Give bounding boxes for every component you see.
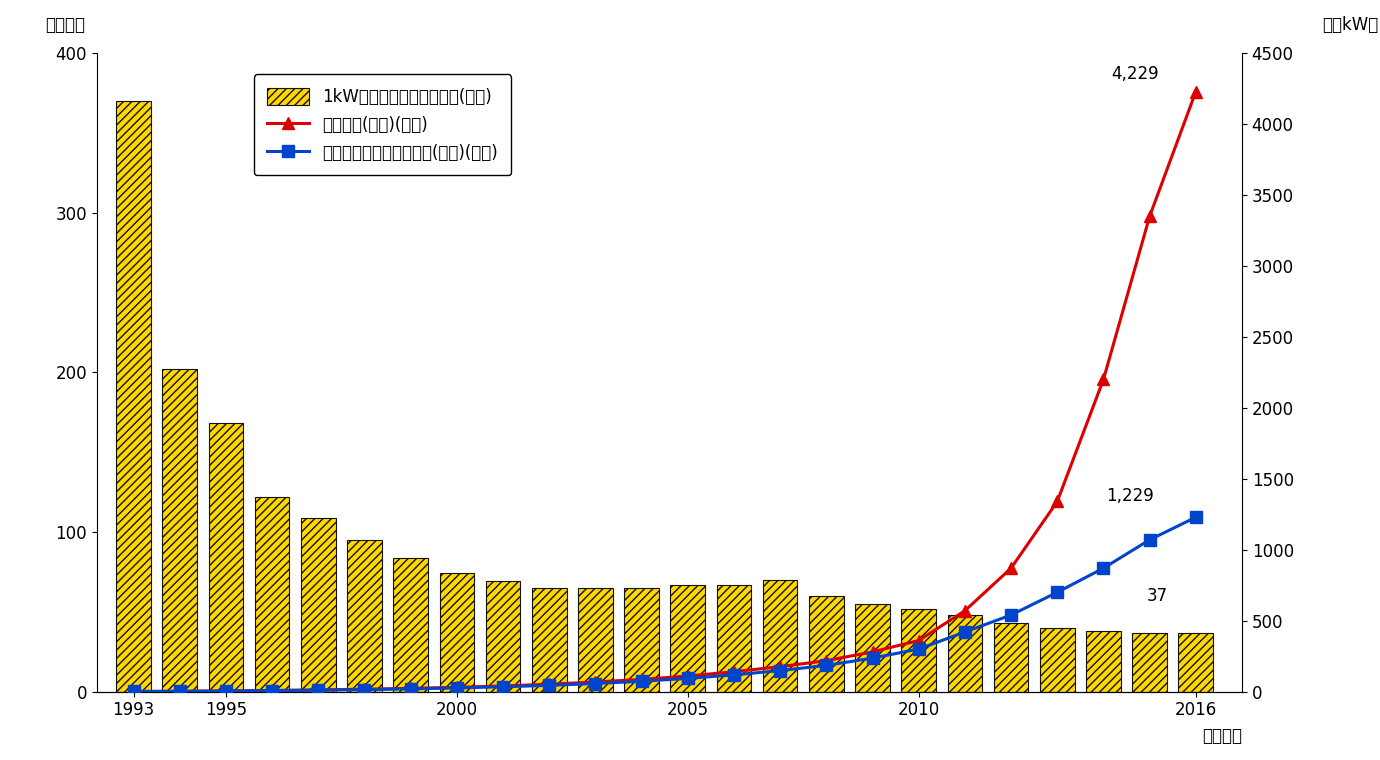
Bar — [439, 574, 475, 692]
Bar — [393, 558, 428, 692]
Text: 1,229: 1,229 — [1107, 487, 1154, 505]
Bar — [763, 580, 798, 692]
Bar — [809, 596, 843, 692]
Bar — [1133, 632, 1167, 692]
Bar — [486, 581, 520, 692]
Text: 37: 37 — [1147, 587, 1167, 605]
Text: （万円）: （万円） — [46, 16, 86, 34]
Bar — [163, 369, 197, 692]
Bar — [208, 423, 243, 692]
Text: （万kW）: （万kW） — [1322, 16, 1379, 34]
Bar — [901, 609, 936, 692]
Bar — [716, 584, 751, 692]
Legend: 1kW当たりのシステム価格(左軸), 全導入量(累計)(右軸), 住宅用太陽光発電導入量(累計)(右軸): 1kW当たりのシステム価格(左軸), 全導入量(累計)(右軸), 住宅用太陽光発… — [254, 74, 511, 176]
Bar — [578, 588, 613, 692]
Text: 4,229: 4,229 — [1111, 65, 1159, 84]
Bar — [348, 540, 382, 692]
Text: （年度）: （年度） — [1202, 727, 1242, 745]
Bar — [856, 603, 890, 692]
Bar — [624, 588, 658, 692]
Bar — [1041, 628, 1075, 692]
Bar — [1179, 632, 1213, 692]
Bar — [994, 623, 1028, 692]
Bar — [948, 615, 983, 692]
Bar — [531, 588, 567, 692]
Bar — [671, 584, 705, 692]
Bar — [301, 518, 335, 692]
Bar — [1086, 631, 1121, 692]
Bar — [116, 101, 150, 692]
Bar — [255, 497, 290, 692]
